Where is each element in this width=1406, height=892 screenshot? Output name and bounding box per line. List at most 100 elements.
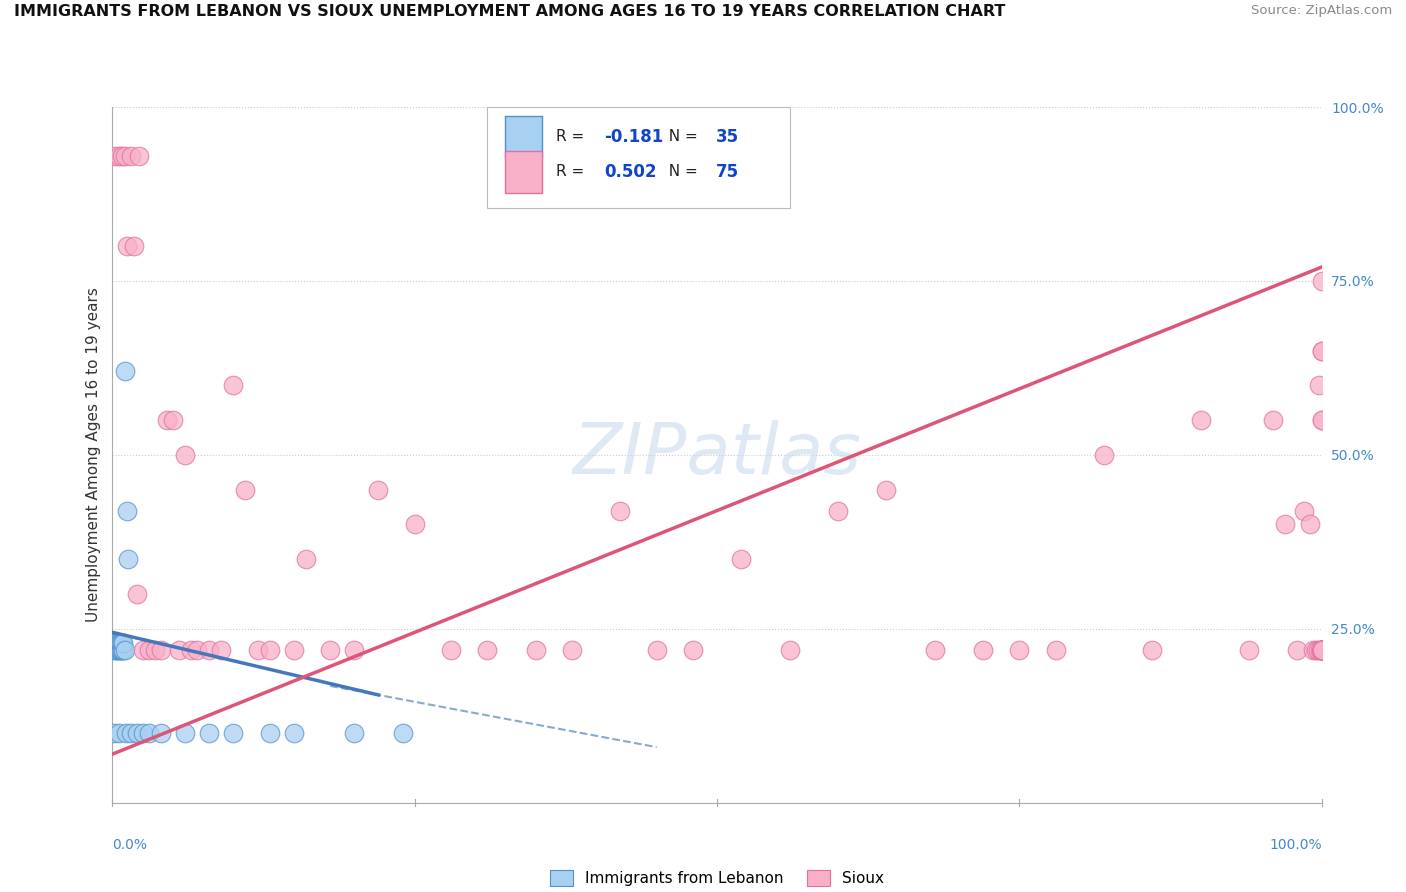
Text: R =: R = [557,129,589,145]
Point [283,642,305,657]
Text: 0.0%: 0.0% [112,838,148,852]
Point [128,149,150,163]
Text: 35: 35 [716,128,740,146]
Point [186,642,208,657]
Point [682,642,704,657]
Point [114,149,136,163]
Point [105,636,128,650]
Point [132,642,155,657]
Text: ZIPatlas: ZIPatlas [572,420,862,490]
Point [367,483,389,497]
Point [209,642,232,657]
Point [1308,378,1330,392]
Point [1310,274,1333,288]
Point [114,726,136,740]
Point [343,726,366,740]
Point [111,149,134,163]
Point [120,726,142,740]
Point [198,642,221,657]
Point [924,642,946,657]
Point [107,149,129,163]
Point [609,503,631,517]
Point [1292,503,1315,517]
Point [1263,413,1285,427]
FancyBboxPatch shape [506,151,541,193]
Point [125,726,148,740]
Point [1286,642,1309,657]
Point [1274,517,1296,532]
Point [107,636,129,650]
Point [1237,642,1260,657]
Point [1298,517,1320,532]
Point [1310,642,1333,657]
Point [477,642,499,657]
Point [1310,343,1333,358]
Point [972,642,994,657]
Point [111,642,134,657]
Point [125,587,148,601]
Point [104,642,127,657]
Point [114,364,136,378]
Point [391,726,413,740]
Point [1310,642,1333,657]
Point [162,413,184,427]
Point [115,239,138,253]
Point [875,483,897,497]
Legend: Immigrants from Lebanon, Sioux: Immigrants from Lebanon, Sioux [544,864,890,892]
Point [524,642,547,657]
Point [1310,642,1333,657]
Point [132,726,155,740]
Point [440,642,463,657]
Point [246,642,269,657]
Point [122,239,145,253]
Point [156,413,179,427]
Point [1189,413,1212,427]
Point [295,552,318,566]
Point [222,726,245,740]
Text: 75: 75 [716,162,740,181]
Point [1310,642,1333,657]
Point [198,726,221,740]
Point [1310,642,1333,657]
Point [110,642,132,657]
Point [1310,642,1333,657]
Point [110,636,132,650]
Point [1310,642,1333,657]
Point [120,149,142,163]
Point [1310,413,1333,427]
Text: IMMIGRANTS FROM LEBANON VS SIOUX UNEMPLOYMENT AMONG AGES 16 TO 19 YEARS CORRELAT: IMMIGRANTS FROM LEBANON VS SIOUX UNEMPLO… [14,4,1005,20]
Point [180,642,202,657]
Point [1310,642,1333,657]
Point [645,642,668,657]
Text: N =: N = [659,164,703,179]
Point [105,636,128,650]
Point [138,726,160,740]
Point [1306,642,1329,657]
Point [112,642,135,657]
Point [827,503,849,517]
Point [1310,343,1333,358]
Point [105,642,128,657]
FancyBboxPatch shape [488,107,790,208]
Text: N =: N = [659,129,703,145]
Text: 100.0%: 100.0% [1270,838,1322,852]
Point [259,642,281,657]
Point [1302,642,1324,657]
Point [149,726,172,740]
Point [114,642,136,657]
Point [235,483,257,497]
Text: 0.502: 0.502 [605,162,657,181]
Point [103,726,125,740]
Point [319,642,342,657]
Point [343,642,366,657]
Point [115,503,138,517]
Point [105,642,128,657]
Point [108,636,131,650]
Point [1305,642,1327,657]
Point [149,642,172,657]
Text: R =: R = [557,164,589,179]
Point [138,642,160,657]
Point [111,636,134,650]
Point [104,636,127,650]
Point [1142,642,1164,657]
